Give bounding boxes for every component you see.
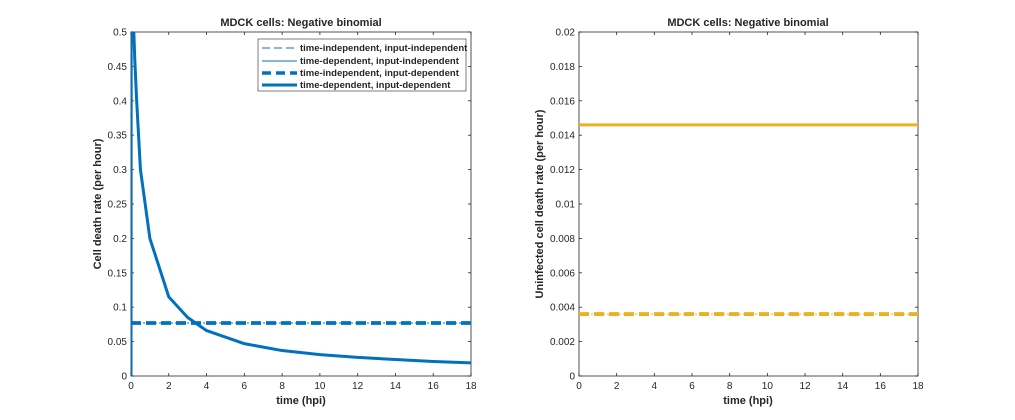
y-axis-label-right: Uninfected cell death rate (per hour) [534, 109, 546, 298]
y-tick-label: 0.014 [550, 131, 575, 142]
y-tick-label: 0 [121, 372, 127, 383]
legend-entry-3: time-independent, input-dependent [300, 68, 460, 79]
x-tick-label: 18 [465, 381, 477, 392]
x-tick-label: 10 [314, 381, 326, 392]
x-tick-label: 0 [576, 381, 582, 392]
legend-entry-1: time-independent, input-independent [300, 43, 468, 54]
y-tick-label: 0.35 [108, 131, 128, 142]
x-tick-label: 6 [242, 381, 248, 392]
y-tick-label: 0.006 [550, 268, 575, 279]
chart-left: MDCK cells: Negative binomial time (hpi)… [92, 17, 477, 407]
y-axis-label-left: Cell death rate (per hour) [92, 138, 104, 269]
x-tick-label: 8 [727, 381, 733, 392]
x-tick-label: 16 [428, 381, 440, 392]
y-tick-label: 0.4 [113, 96, 127, 107]
series-line-1-4 [131, 32, 471, 376]
legend-entry-4: time-dependent, input-dependent [300, 80, 451, 91]
y-tick-label: 0.008 [550, 234, 575, 245]
x-tick-label: 8 [279, 381, 285, 392]
y-tick-label: 0.002 [550, 337, 575, 348]
x-tick-label: 16 [875, 381, 887, 392]
y-tick-label: 0.016 [550, 96, 575, 107]
y-tick-label: 0.3 [113, 165, 127, 176]
y-tick-label: 0.05 [108, 337, 128, 348]
y-tick-label: 0.1 [113, 303, 127, 314]
y-tick-label: 0.012 [550, 165, 575, 176]
x-tick-label: 4 [204, 381, 210, 392]
plot-area-right [578, 31, 919, 377]
y-tick-label: 0.004 [550, 303, 575, 314]
legend: time-independent, input-independent time… [257, 38, 468, 92]
y-tick-label: 0 [569, 372, 575, 383]
y-tick-label: 0.25 [108, 200, 128, 211]
x-tick-label: 14 [390, 381, 402, 392]
legend-entry-2: time-dependent, input-independent [300, 56, 460, 67]
axis-ticks-left: 0 2 4 6 8 10 12 14 16 18 0 0.05 0.1 0.15 0.2 0.25 0.3 0.3… [108, 28, 477, 393]
y-tick-label: 0.02 [556, 28, 576, 39]
series-group-right [579, 123, 918, 316]
y-tick-label: 0.018 [550, 62, 575, 73]
x-tick-label: 2 [166, 381, 172, 392]
x-tick-label: 18 [912, 381, 924, 392]
x-tick-label: 2 [614, 381, 620, 392]
y-tick-label: 0.15 [108, 268, 128, 279]
axis-ticks-right: 0 2 4 6 8 10 12 14 16 18 0 0.002 0.004 0.006 0.008 0.01… [550, 28, 924, 393]
x-tick-label: 10 [762, 381, 774, 392]
x-axis-label-right: time (hpi) [723, 395, 773, 407]
x-tick-label: 12 [352, 381, 364, 392]
chart-right: MDCK cells: Negative binomial time (hpi)… [534, 17, 924, 407]
x-axis-label-left: time (hpi) [276, 395, 326, 407]
x-tick-label: 0 [128, 381, 134, 392]
y-tick-label: 0.45 [108, 62, 128, 73]
y-tick-label: 0.01 [556, 200, 576, 211]
chart-title-right: MDCK cells: Negative binomial [667, 17, 828, 29]
x-tick-label: 14 [837, 381, 849, 392]
x-tick-label: 4 [652, 381, 658, 392]
chart-title-left: MDCK cells: Negative binomial [220, 17, 381, 29]
x-tick-label: 12 [799, 381, 811, 392]
series-group-left [131, 32, 471, 376]
x-tick-label: 6 [689, 381, 695, 392]
y-tick-label: 0.2 [113, 234, 127, 245]
y-tick-label: 0.5 [113, 28, 127, 39]
